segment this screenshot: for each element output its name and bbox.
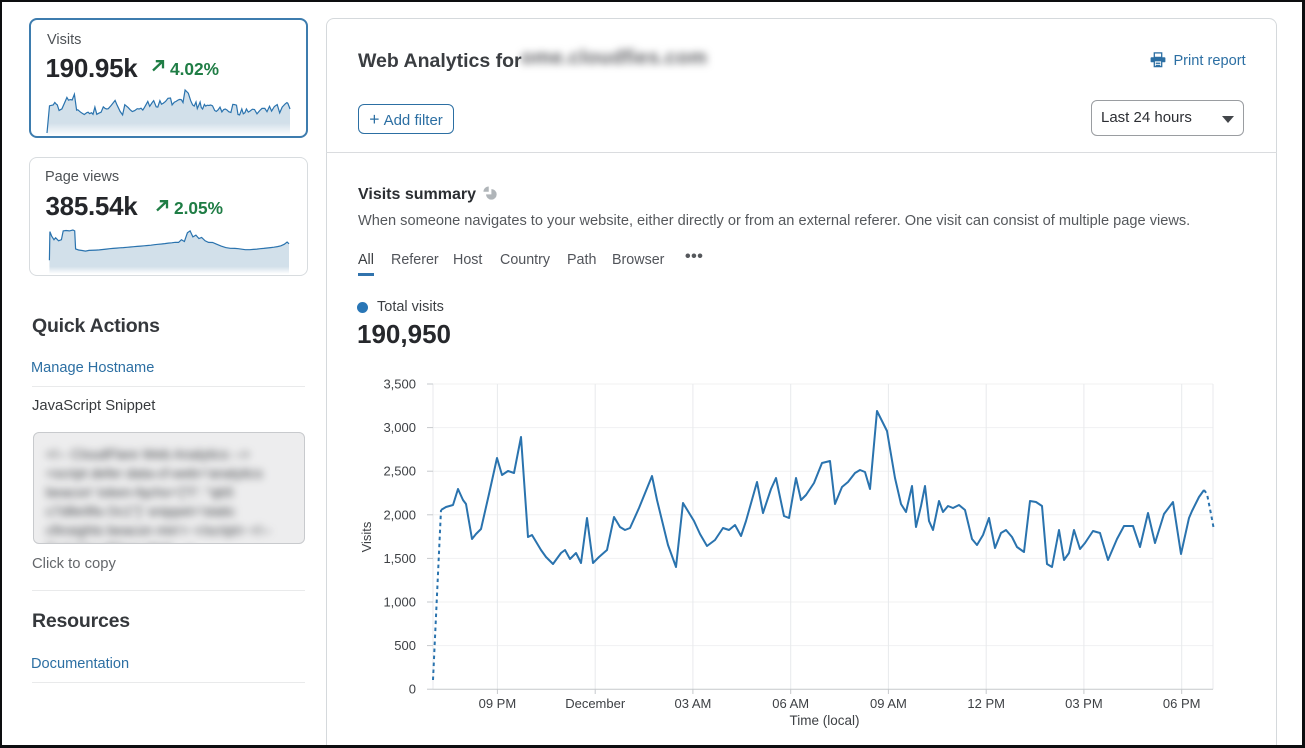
svg-text:December: December: [565, 696, 626, 711]
svg-text:2,000: 2,000: [383, 507, 416, 522]
svg-text:1,500: 1,500: [383, 551, 416, 566]
svg-text:2,500: 2,500: [383, 464, 416, 479]
svg-text:12 PM: 12 PM: [967, 696, 1005, 711]
svg-text:3,500: 3,500: [383, 377, 416, 392]
svg-text:06 AM: 06 AM: [772, 696, 809, 711]
svg-text:09 PM: 09 PM: [479, 696, 517, 711]
svg-text:0: 0: [409, 682, 416, 697]
svg-text:1,000: 1,000: [383, 595, 416, 610]
svg-text:Time (local): Time (local): [789, 713, 859, 728]
svg-text:06 PM: 06 PM: [1163, 696, 1201, 711]
svg-text:03 AM: 03 AM: [674, 696, 711, 711]
svg-text:03 PM: 03 PM: [1065, 696, 1103, 711]
svg-text:Visits: Visits: [359, 521, 374, 552]
svg-text:3,000: 3,000: [383, 420, 416, 435]
svg-text:500: 500: [394, 638, 416, 653]
svg-text:09 AM: 09 AM: [870, 696, 907, 711]
